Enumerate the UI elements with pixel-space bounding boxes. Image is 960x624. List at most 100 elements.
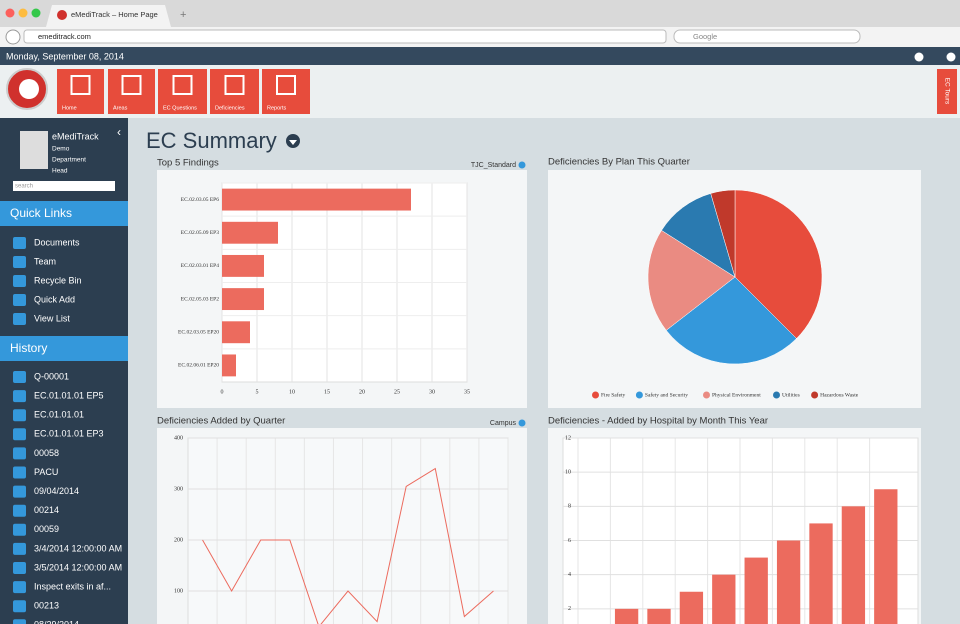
history-item[interactable]: 00059 bbox=[34, 524, 59, 534]
side-tab-label: EC Tours bbox=[943, 78, 950, 105]
user-line: Demo bbox=[52, 146, 70, 153]
history-item[interactable]: 09/04/2014 bbox=[34, 486, 79, 496]
chart: Deficiencies By Plan This Quarter Fire Sa… bbox=[548, 157, 921, 408]
y-tick-label: 300 bbox=[174, 486, 183, 492]
bar bbox=[647, 608, 671, 624]
plot-area bbox=[187, 437, 509, 624]
chart-filter[interactable]: TJC_Standard bbox=[471, 162, 516, 169]
nav-icon bbox=[70, 75, 91, 95]
quick-links: Documents Team Recycle Bin Quick Add View Li… bbox=[13, 237, 82, 325]
favicon bbox=[57, 10, 67, 20]
x-tick-label: 30 bbox=[429, 389, 435, 395]
search-engine: Google bbox=[693, 32, 717, 41]
history-item[interactable]: 3/5/2014 12:00:00 AM bbox=[34, 562, 122, 572]
y-tick-label: EC.02.03.05 EP6 bbox=[181, 197, 219, 203]
tab[interactable] bbox=[46, 5, 171, 27]
history-item[interactable]: 00058 bbox=[34, 448, 59, 458]
date: Monday, September 08, 2014 bbox=[6, 51, 124, 61]
bar bbox=[614, 608, 639, 624]
history-icon bbox=[13, 409, 26, 422]
history-icon bbox=[13, 504, 26, 517]
pie-slice bbox=[665, 276, 797, 365]
address-bar[interactable] bbox=[23, 29, 667, 44]
history-icon bbox=[13, 428, 26, 441]
legend-swatch bbox=[773, 391, 780, 399]
nav-label: Home bbox=[62, 105, 77, 111]
history-item[interactable]: EC.01.01.01 EP5 bbox=[34, 390, 104, 400]
pie-slice bbox=[734, 189, 823, 339]
bar bbox=[222, 288, 264, 311]
user-line: Department bbox=[52, 157, 86, 164]
sidebar-search[interactable] bbox=[13, 181, 115, 191]
y-tick-label: 200 bbox=[174, 537, 183, 543]
bar bbox=[222, 354, 236, 377]
help-icon[interactable] bbox=[914, 52, 924, 62]
nav-label: Areas bbox=[113, 105, 128, 111]
zoom-button[interactable] bbox=[31, 8, 41, 18]
x-tick-label: 35 bbox=[464, 389, 470, 395]
y-tick-label: EC.02.05.09 EP3 bbox=[181, 230, 219, 236]
bar bbox=[841, 506, 866, 624]
filter-icon[interactable] bbox=[518, 419, 526, 427]
filter-icon[interactable] bbox=[518, 161, 526, 169]
x-tick-label: 15 bbox=[324, 389, 330, 395]
bar bbox=[222, 221, 278, 244]
top-bar bbox=[0, 47, 960, 65]
collapse-icon[interactable]: ‹ bbox=[117, 125, 121, 139]
bar bbox=[744, 557, 768, 624]
history-icon bbox=[13, 371, 26, 383]
history-icon bbox=[13, 466, 26, 479]
chart-filter[interactable]: Campus bbox=[490, 420, 517, 427]
y-tick-label: 100 bbox=[174, 588, 183, 594]
quick-links-title: Quick Links bbox=[10, 206, 72, 220]
page-title: EC Summary bbox=[146, 128, 277, 153]
history-item[interactable]: EC.01.01.01 EP3 bbox=[34, 429, 104, 439]
quick-links-header bbox=[0, 201, 128, 226]
history-header bbox=[0, 336, 128, 361]
bar bbox=[222, 254, 264, 277]
quick-link[interactable]: Documents bbox=[34, 237, 80, 247]
quick-link[interactable]: Recycle Bin bbox=[34, 275, 82, 285]
close-button[interactable] bbox=[5, 8, 15, 18]
history-item[interactable]: Inspect exits in af... bbox=[34, 581, 111, 591]
link-icon bbox=[13, 256, 26, 268]
history-item[interactable]: 3/4/2014 12:00:00 AM bbox=[34, 543, 122, 553]
x-tick-label: 25 bbox=[394, 389, 400, 395]
y-tick-label: 8 bbox=[568, 504, 571, 510]
legend-label: Safety and Security bbox=[645, 391, 688, 398]
quick-link[interactable]: Team bbox=[34, 256, 56, 266]
history-item[interactable]: 00214 bbox=[34, 505, 59, 515]
user-name: eMediTrack bbox=[52, 131, 99, 141]
side-tab[interactable] bbox=[937, 69, 957, 114]
history-item[interactable]: EC.01.01.01 bbox=[34, 410, 84, 420]
quick-link[interactable]: Quick Add bbox=[34, 294, 75, 304]
bar bbox=[712, 574, 736, 624]
nav-icon bbox=[172, 75, 193, 95]
history-item[interactable]: 08/29/2014 bbox=[34, 620, 79, 624]
history-item[interactable]: PACU bbox=[34, 467, 58, 477]
y-tick-label: EC.02.06.01 EP20 bbox=[178, 363, 219, 369]
bar bbox=[222, 321, 250, 344]
chart: Deficiencies Added by Quarter Campus 100 20… bbox=[157, 416, 527, 624]
history-icon bbox=[13, 600, 26, 613]
legend-swatch bbox=[635, 391, 643, 399]
minimize-button[interactable] bbox=[18, 8, 28, 18]
back-button[interactable] bbox=[5, 29, 21, 45]
history-item[interactable]: Q-00001 bbox=[34, 371, 69, 381]
history-item[interactable]: 00213 bbox=[34, 601, 59, 611]
chart: Top 5 Findings TJC_Standard 0 5 10 15 20 25 30 35… bbox=[157, 158, 527, 408]
link-icon bbox=[13, 294, 26, 306]
legend-swatch bbox=[592, 391, 599, 399]
legend-label: Utilities bbox=[782, 392, 800, 398]
line-series bbox=[202, 467, 494, 624]
close-icon[interactable] bbox=[946, 52, 956, 62]
history-icon bbox=[13, 447, 26, 460]
chart-title: Top 5 Findings bbox=[157, 158, 219, 169]
quick-link[interactable]: View List bbox=[34, 313, 70, 323]
y-tick-label: 4 bbox=[568, 572, 571, 578]
search-box[interactable] bbox=[673, 29, 861, 44]
user-line: Head bbox=[52, 168, 68, 175]
chart-title: Deficiencies - Added by Hospital by Mont… bbox=[548, 416, 768, 427]
new-tab[interactable]: + bbox=[180, 9, 186, 21]
